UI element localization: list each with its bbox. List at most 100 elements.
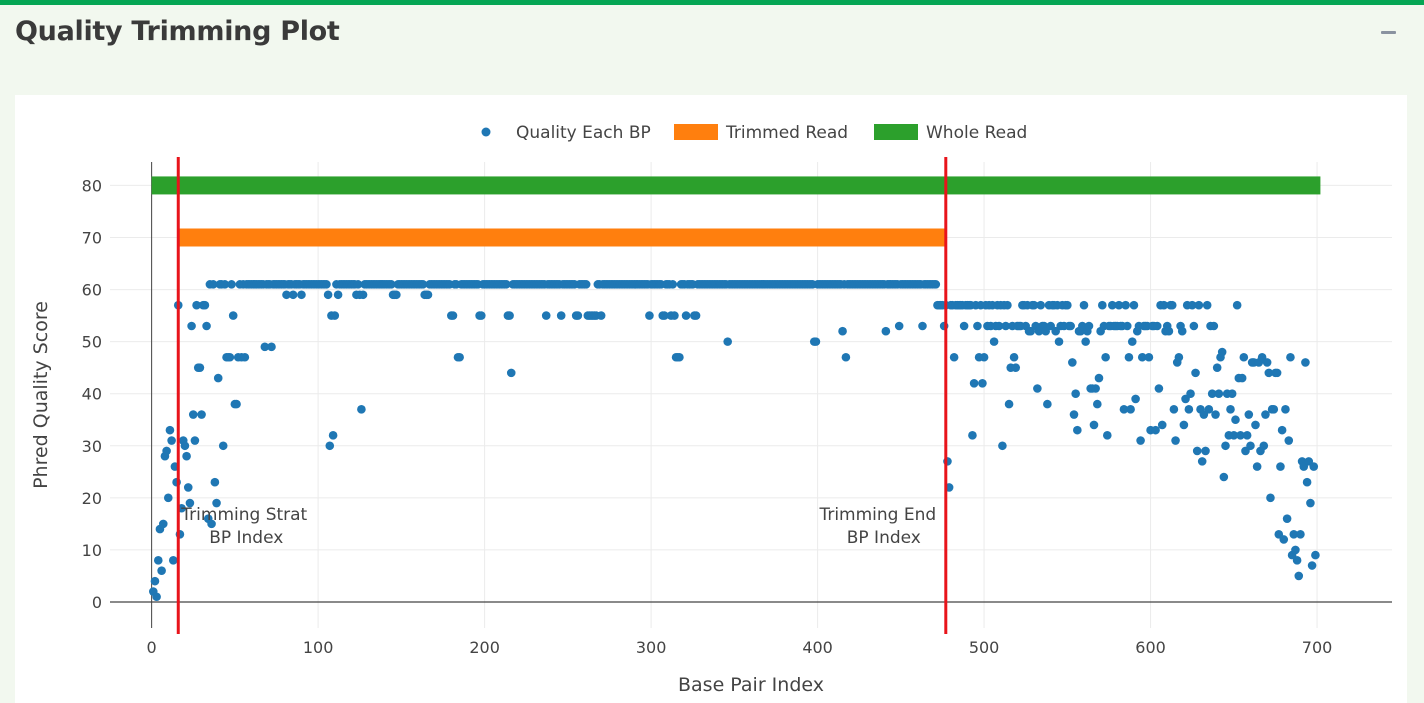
quality-point [573, 311, 583, 320]
quality-point [1309, 462, 1319, 471]
quality-point [1197, 457, 1207, 466]
quality-point [1284, 436, 1294, 445]
quality-point [333, 290, 343, 300]
quality-point [190, 436, 200, 445]
y-tick-label: 60 [82, 281, 102, 300]
quality-point [1004, 399, 1014, 409]
quality-point [931, 280, 941, 289]
y-tick-label: 10 [82, 541, 102, 560]
quality-point [1259, 441, 1269, 451]
quality-point [1301, 358, 1310, 367]
quality-point [1286, 352, 1295, 362]
quality-point [811, 337, 821, 346]
quality-point [1252, 462, 1262, 471]
quality-point [220, 280, 230, 289]
quality-point [1098, 300, 1107, 310]
quality-point [228, 311, 238, 320]
quality-point [1211, 410, 1220, 419]
quality-point [1009, 352, 1019, 362]
quality-point [541, 311, 551, 320]
quality-point [1202, 300, 1212, 310]
quality-point [1226, 405, 1235, 414]
quality-point [202, 321, 211, 331]
quality-point [288, 290, 298, 300]
quality-point [1069, 410, 1079, 419]
y-tick-label: 40 [82, 385, 102, 404]
quality-point [1291, 545, 1300, 555]
quality-point [681, 311, 691, 320]
quality-point [267, 342, 276, 352]
quality-point [418, 280, 428, 289]
quality-point [998, 441, 1007, 451]
quality-point [668, 280, 678, 289]
quality-point [157, 566, 166, 576]
legend-label: Whole Read [926, 123, 1027, 143]
quality-point [153, 556, 163, 565]
quality-point [195, 363, 205, 372]
quality-point [959, 321, 969, 331]
quality-point [556, 311, 566, 320]
quality-point [1239, 352, 1249, 362]
legend-swatch [674, 124, 718, 140]
quality-point [1237, 373, 1247, 383]
legend-swatch [874, 124, 918, 140]
quality-point [1269, 405, 1279, 414]
quality-point [1189, 321, 1199, 331]
quality-point [323, 290, 333, 300]
quality-point [167, 436, 176, 445]
quality-point [1212, 363, 1222, 372]
quality-point [1302, 477, 1312, 487]
quality-point [357, 405, 366, 414]
trim-start-annotation: BP Index [209, 528, 283, 548]
quality-point [1066, 321, 1075, 331]
quality-point [1121, 300, 1130, 310]
quality-point [1036, 300, 1045, 310]
trimmed-read-bar [178, 228, 946, 247]
quality-point [1289, 529, 1299, 539]
quality-point [1192, 446, 1202, 456]
quality-point [1107, 300, 1117, 310]
quality-point [660, 311, 669, 320]
quality-point [168, 556, 178, 565]
quality-point [1261, 410, 1270, 419]
quality-point [1126, 405, 1135, 414]
panel-title: Quality Trimming Plot [15, 16, 340, 47]
quality-point [325, 441, 335, 451]
quality-point [979, 352, 989, 362]
quality-point [969, 378, 979, 388]
x-tick-label: 700 [1302, 638, 1333, 657]
x-tick-label: 0 [147, 638, 157, 657]
quality-point [210, 477, 220, 487]
quality-point [691, 311, 701, 320]
quality-point [185, 498, 195, 508]
quality-point [670, 311, 679, 320]
quality-point [1071, 389, 1080, 398]
quality-point [1266, 493, 1275, 503]
quality-point [1201, 446, 1210, 456]
x-tick-label: 500 [969, 638, 1000, 657]
quality-point [1079, 300, 1089, 310]
quality-point [1246, 441, 1255, 451]
quality-point [501, 280, 511, 289]
quality-point [207, 519, 216, 529]
quality-point [1119, 405, 1129, 414]
quality-point [1159, 300, 1169, 310]
minus-icon[interactable] [1379, 22, 1399, 42]
quality-point [1179, 420, 1189, 430]
quality-point [1101, 352, 1110, 362]
quality-point [1174, 352, 1184, 362]
quality-point [192, 300, 201, 310]
quality-point [1191, 368, 1200, 378]
quality-point [476, 311, 486, 320]
quality-point [596, 311, 606, 320]
quality-point [838, 326, 847, 336]
whole-read-bar [151, 176, 1321, 195]
quality-point [1073, 425, 1082, 435]
quality-point [1151, 425, 1160, 435]
quality-point [187, 321, 196, 331]
quality-point [1262, 358, 1272, 367]
quality-point [1102, 431, 1112, 440]
quality-point [1177, 326, 1187, 336]
quality-point [989, 337, 999, 346]
quality-point [1184, 405, 1194, 414]
